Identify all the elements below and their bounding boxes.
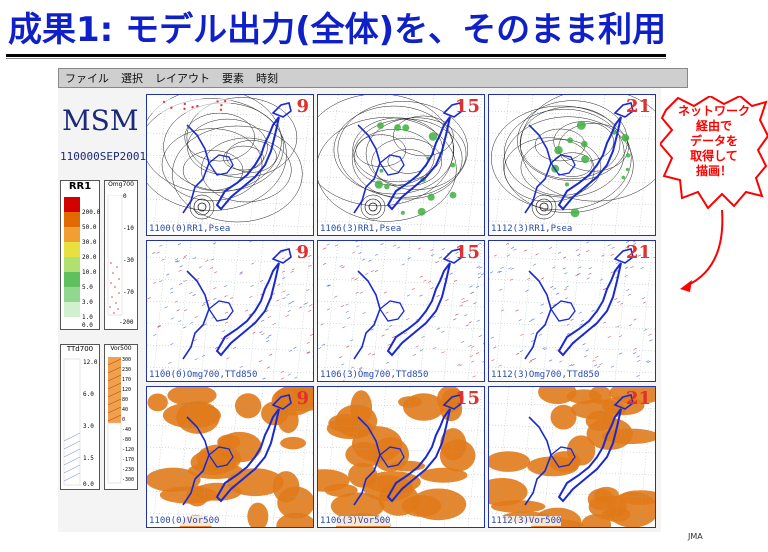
forecast-hour-label: 21: [625, 388, 651, 409]
legend-vor-tick: 300: [122, 357, 132, 363]
legend-vor-tick: 230: [122, 367, 132, 373]
legend-omg-tick: -200: [119, 319, 134, 326]
legend-vor-tick: 120: [122, 387, 132, 393]
legend-ttd-tick: 6.0: [83, 391, 94, 398]
map-canvas: [489, 95, 655, 235]
map-panel[interactable]: 21 1112(3)Omg700,TTd850: [488, 240, 656, 382]
legend-ttd-tick: 12.0: [83, 359, 98, 366]
legend-omg-tick: -30: [123, 257, 134, 264]
legend-ttd-swatches: [63, 358, 81, 486]
callout-bubble: ネットワーク 経由で データを 取得して 描画！: [660, 96, 768, 224]
map-panel[interactable]: 9 1100(0)Omg700,TTd850: [146, 240, 314, 382]
map-panel[interactable]: 15 1106(3)Vor500: [317, 386, 485, 528]
callout-text: ネットワーク 経由で データを 取得して 描画！: [660, 104, 768, 179]
menu-time[interactable]: 時刻: [256, 72, 278, 85]
legend-omg-swatches: [107, 195, 123, 316]
legend-omg: Omg700 0 -10 -30 -70 -200: [104, 180, 138, 330]
legend-vor-tick: -40: [122, 427, 132, 433]
map-panel[interactable]: 15 1106(3)RR1,Psea: [317, 94, 485, 236]
map-canvas: [318, 95, 484, 235]
map-panel[interactable]: 21 1112(3)Vor500: [488, 386, 656, 528]
menu-element[interactable]: 要素: [222, 72, 244, 85]
map-panel[interactable]: 9 1100(0)Vor500: [146, 386, 314, 528]
legend-rr1-tick: 10.0: [82, 269, 97, 276]
panel-caption: 1112(3)Omg700,TTd850: [491, 370, 600, 380]
legend-rr1: RR1 200.0 50.0 30.0 20.0 10.0 5.0 3.0 1.…: [60, 180, 100, 330]
map-canvas: [147, 95, 313, 235]
legend-vor-title: Vor500: [110, 345, 132, 352]
panel-caption: 1106(3)Vor500: [320, 516, 391, 526]
menu-select[interactable]: 選択: [121, 72, 143, 85]
legend-ttd-title: TTd700: [66, 345, 94, 353]
legend-vor-tick: 80: [122, 397, 129, 403]
legend-omg-title: Omg700: [108, 181, 134, 188]
forecast-hour-label: 9: [296, 242, 309, 263]
forecast-hour-label: 15: [454, 388, 480, 409]
legend-vor-tick: -120: [122, 447, 135, 453]
title-underline: [6, 54, 666, 57]
map-panel[interactable]: 15 1106(3)Omg700,TTd850: [317, 240, 485, 382]
slide-title: 成果1: モデル出力(全体)を、そのまま利用: [8, 10, 667, 50]
legend-omg-tick: 0: [123, 193, 127, 200]
legend-rr1-tick: 30.0: [82, 239, 97, 246]
callout-starburst: [660, 96, 768, 210]
legend-vor-tick: -170: [122, 457, 135, 463]
forecast-hour-label: 21: [625, 96, 651, 117]
legend-rr1-title: RR1: [68, 181, 92, 192]
panel-caption: 1100(0)Vor500: [149, 516, 220, 526]
panel-caption: 1106(3)RR1,Psea: [320, 224, 402, 234]
legend-rr1-tick: 20.0: [82, 254, 97, 261]
forecast-hour-label: 9: [296, 388, 309, 409]
legend-rr1-tick: 3.0: [82, 299, 93, 306]
menu-file[interactable]: ファイル: [65, 72, 109, 85]
forecast-hour-label: 15: [454, 96, 480, 117]
forecast-hour-label: 21: [625, 242, 651, 263]
map-canvas: [318, 387, 484, 527]
legend-vor-tick: 170: [122, 377, 132, 383]
menu-bar: ファイル 選択 レイアウト 要素 時刻: [58, 68, 688, 88]
legend-ttd-tick: 1.5: [83, 455, 94, 462]
callout-line: 描画！: [695, 164, 732, 178]
model-name: MSM: [62, 104, 139, 137]
map-canvas: [489, 387, 655, 527]
panel-caption: 1112(3)RR1,Psea: [491, 224, 573, 234]
forecast-hour-label: 15: [454, 242, 480, 263]
legend-vor-tick: -230: [122, 467, 135, 473]
legend-vor-tick: -300: [122, 477, 135, 483]
legend-vor-swatches: [107, 357, 122, 484]
legend-ttd-tick: 3.0: [83, 423, 94, 430]
legend-ttd: TTd700 12.0 6.0 3.0 1.5 0.0: [60, 344, 100, 490]
callout-line: データを: [689, 134, 738, 148]
legend-vor-tick: 40: [122, 407, 129, 413]
legend-vor-tick: 0: [122, 417, 126, 423]
map-canvas: [147, 387, 313, 527]
legend-omg-tick: -70: [123, 289, 134, 296]
callout-line: 経由で: [695, 119, 732, 133]
legend-vor-tick: -80: [122, 437, 132, 443]
legend-vor: Vor500 300 230 170 120 80 40 0 -40 -80 -…: [104, 344, 138, 490]
callout-line: 取得して: [690, 149, 738, 163]
title-underline-thin: [6, 58, 666, 59]
callout-line: ネットワーク: [677, 104, 750, 118]
forecast-hour-label: 9: [296, 96, 309, 117]
legend-rr1-tick: 5.0: [82, 284, 93, 291]
map-panel[interactable]: 9 1100(0)RR1,Psea: [146, 94, 314, 236]
legend-rr1-tick: 200.0: [82, 209, 101, 216]
legend-omg-tick: -10: [123, 225, 134, 232]
legend-rr1-tick: 1.0: [82, 314, 93, 321]
map-panel[interactable]: 21 1112(3)RR1,Psea: [488, 94, 656, 236]
footer-logo: JMA: [688, 532, 703, 541]
map-canvas: [147, 241, 313, 381]
legend-rr1-tick: 0.0: [82, 322, 93, 329]
panel-caption: 1112(3)Vor500: [491, 516, 562, 526]
panel-caption: 1106(3)Omg700,TTd850: [320, 370, 429, 380]
menu-layout[interactable]: レイアウト: [155, 72, 210, 85]
map-canvas: [489, 241, 655, 381]
panel-caption: 1100(0)RR1,Psea: [149, 224, 231, 234]
legend-rr1-swatches: [64, 197, 80, 317]
init-datetime: 110000SEP2001: [60, 150, 147, 163]
legend-rr1-tick: 50.0: [82, 224, 97, 231]
panel-caption: 1100(0)Omg700,TTd850: [149, 370, 258, 380]
legend-ttd-tick: 0.0: [83, 481, 94, 488]
